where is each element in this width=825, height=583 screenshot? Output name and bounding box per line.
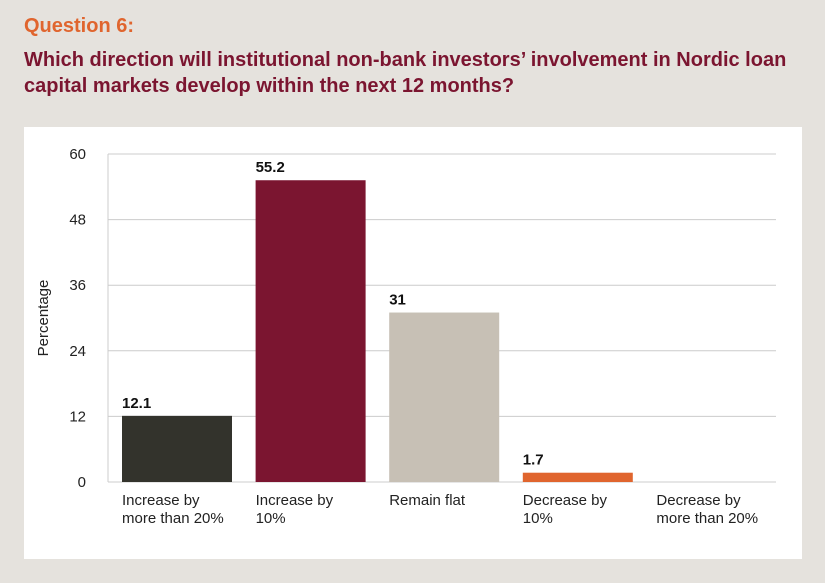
y-tick-label: 36 xyxy=(69,277,86,294)
y-tick-label: 48 xyxy=(69,212,86,229)
question-text: Which direction will institutional non-b… xyxy=(24,49,787,97)
data-label: 12.1 xyxy=(122,395,151,412)
x-tick-label: 10% xyxy=(256,510,286,527)
y-tick-label: 24 xyxy=(69,343,86,360)
data-label: 55.2 xyxy=(256,159,285,176)
x-tick-label: Increase by xyxy=(256,492,334,509)
data-label: 1.7 xyxy=(523,452,544,469)
chart-panel: 0 12 24 36 48 60 Percentage 12.1 Increase by more… xyxy=(24,127,802,559)
y-tick-label: 60 xyxy=(69,146,86,163)
y-tick-label: 12 xyxy=(69,408,86,425)
y-tick-label: 0 xyxy=(78,474,86,491)
x-tick-label: 10% xyxy=(523,510,553,527)
x-tick-label: Decrease by xyxy=(523,492,608,509)
x-tick-label: Increase by xyxy=(122,492,200,509)
y-axis-title: Percentage xyxy=(35,280,52,357)
data-label: 31 xyxy=(389,292,406,309)
x-tick-label: more than 20% xyxy=(656,510,758,527)
x-tick-label: Remain flat xyxy=(389,492,466,509)
bar xyxy=(255,180,366,483)
x-tick-label: more than 20% xyxy=(122,510,224,527)
question-number: Question 6: xyxy=(24,15,135,37)
x-tick-label: Decrease by xyxy=(656,492,741,509)
bar xyxy=(122,415,232,482)
bar xyxy=(522,472,633,482)
bar xyxy=(389,312,500,482)
